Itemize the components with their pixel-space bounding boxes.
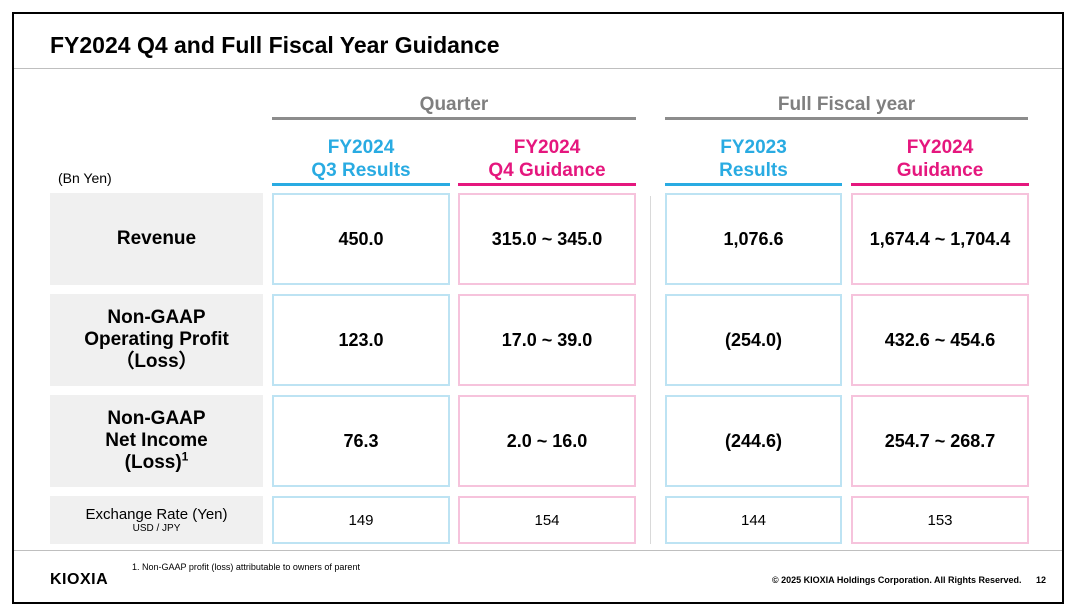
row-label-line: Non-GAAP [107,307,206,328]
table-cell: 76.3 [272,395,450,487]
group-rule-quarter [272,117,636,120]
page-number: 12 [1036,575,1047,585]
column-rule [665,183,842,186]
row-label-line: (Loss)1 [124,449,189,474]
row-label-exchange-rate: Exchange Rate (Yen) USD / JPY [50,496,263,544]
table-cell: (244.6) [665,395,842,487]
column-header-line1: FY2024 [513,137,581,158]
row-label-revenue: Revenue [50,193,263,285]
row-label-sub: USD / JPY [132,522,181,534]
table-cell: 149 [272,496,450,544]
column-header-line1: FY2023 [720,137,787,158]
footnote-marker: 1 [181,449,189,464]
column-header-fy2024-guidance: FY2024 Guidance [851,134,1029,186]
row-label-line: （Loss） [115,351,198,372]
table-cell: 17.0 ~ 39.0 [458,294,636,386]
row-label-line: Operating Profit [84,329,229,350]
column-header-line2: Q3 Results [311,160,411,181]
footer-divider [14,550,1062,551]
column-header-fy2024-q4-guidance: FY2024 Q4 Guidance [458,134,636,186]
unit-label: (Bn Yen) [58,170,112,186]
slide-title: FY2024 Q4 and Full Fiscal Year Guidance [50,32,500,58]
row-label-text: (Loss) [124,452,182,473]
table-cell: 123.0 [272,294,450,386]
table-cell: 450.0 [272,193,450,285]
group-label-full-year: Full Fiscal year [777,94,916,115]
copyright-notice: © 2025 KIOXIA Holdings Corporation. All … [772,575,1022,585]
column-header-fy2023-results: FY2023 Results [665,134,842,186]
company-logo: KIOXIA [50,571,109,588]
table-cell: 432.6 ~ 454.6 [851,294,1029,386]
table-cell: 144 [665,496,842,544]
table-cell: 2.0 ~ 16.0 [458,395,636,487]
column-rule [851,183,1029,186]
row-label-line: Revenue [116,228,197,249]
table-cell: 254.7 ~ 268.7 [851,395,1029,487]
table-cell: (254.0) [665,294,842,386]
column-header-line1: FY2024 [906,137,974,158]
row-label-line: Non-GAAP [107,408,206,429]
title-divider [14,68,1062,69]
table-cell: 154 [458,496,636,544]
table-cell: 1,076.6 [665,193,842,285]
row-label-line: Exchange Rate (Yen) [85,505,228,523]
column-rule [458,183,636,186]
row-label-net-income: Non-GAAP Net Income (Loss)1 [50,395,263,487]
table-cell: 315.0 ~ 345.0 [458,193,636,285]
column-header-line1: FY2024 [327,137,395,158]
column-header-fy2024-q3-results: FY2024 Q3 Results [272,134,450,186]
row-label-line: Net Income [105,430,208,451]
group-label-quarter: Quarter [419,94,489,115]
column-rule [272,183,450,186]
row-label-operating-profit: Non-GAAP Operating Profit （Loss） [50,294,263,386]
column-header-line2: Guidance [896,160,984,181]
footnote: 1. Non-GAAP profit (loss) attributable t… [132,562,360,572]
column-header-line2: Results [719,160,788,181]
group-divider [650,196,651,544]
group-rule-full-year [665,117,1028,120]
column-header-line2: Q4 Guidance [488,160,606,181]
table-cell: 153 [851,496,1029,544]
table-cell: 1,674.4 ~ 1,704.4 [851,193,1029,285]
